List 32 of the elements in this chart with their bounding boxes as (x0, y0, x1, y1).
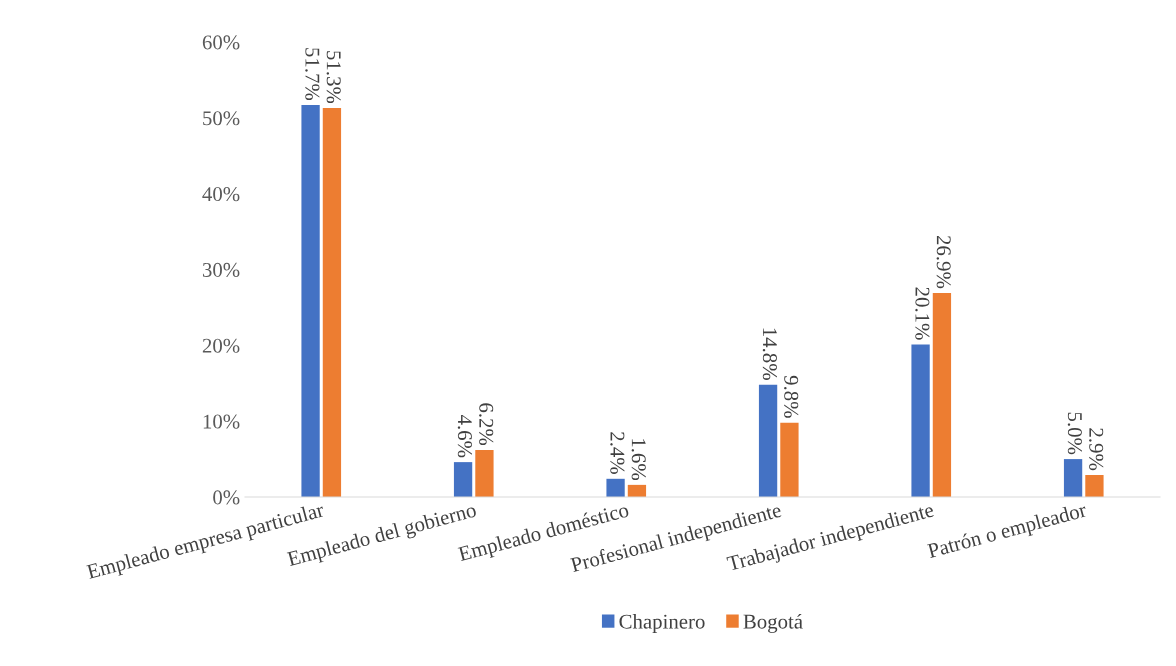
bar (1085, 475, 1104, 497)
y-tick-label: 20% (202, 338, 240, 353)
bar (932, 293, 952, 497)
bar (475, 449, 494, 497)
bar (453, 462, 473, 497)
data-label: 2.4% (610, 432, 625, 474)
data-label: 9.8% (784, 375, 799, 418)
y-tick-label: 0% (213, 490, 240, 505)
bar (322, 107, 342, 497)
y-tick-label: 40% (202, 187, 240, 202)
legend-label: Chapinero (619, 614, 705, 633)
bar (758, 384, 778, 497)
data-label: 1.6% (631, 439, 646, 480)
data-label: 51.3% (326, 51, 341, 104)
bar (606, 478, 625, 497)
bar (1063, 459, 1083, 497)
data-label: 20.1% (915, 287, 930, 340)
data-label: 51.7% (305, 48, 320, 101)
y-tick-label: 50% (203, 111, 240, 126)
y-tick-label: 30% (202, 262, 240, 277)
bar (780, 422, 799, 497)
y-tick-label: 60% (202, 35, 240, 50)
legend-label: Bogotá (743, 613, 803, 633)
data-label: 6.2% (479, 403, 494, 446)
data-label: 5.0% (1067, 412, 1082, 455)
data-label: 4.6% (457, 414, 472, 458)
y-tick-label: 10% (203, 414, 240, 429)
bar (301, 104, 320, 497)
data-label: 26.9% (936, 235, 951, 289)
data-label: 14.8% (762, 328, 777, 380)
data-label: 2.9% (1089, 428, 1104, 471)
bar (911, 344, 930, 497)
